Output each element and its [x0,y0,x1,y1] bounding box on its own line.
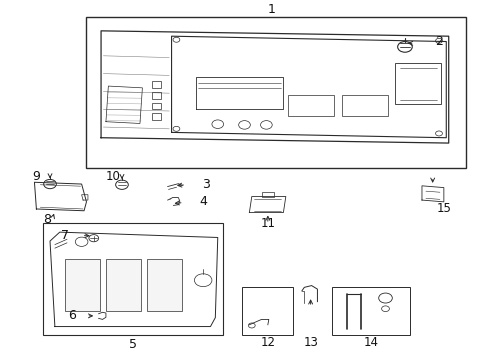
Text: 12: 12 [260,336,275,349]
Bar [152,113,161,120]
Bar [64,259,100,311]
Bar [261,192,273,197]
Text: 7: 7 [61,229,68,242]
Text: 10: 10 [105,170,121,183]
Text: 9: 9 [32,170,40,183]
Text: 6: 6 [68,309,76,322]
Text: 8: 8 [43,213,51,226]
Bar [341,95,387,116]
Text: 13: 13 [304,336,318,349]
Bar [242,287,292,336]
Text: 1: 1 [267,3,275,16]
Bar [106,259,141,311]
Text: 5: 5 [128,338,136,351]
Bar [394,63,441,104]
Text: 11: 11 [260,217,275,230]
Text: 3: 3 [201,177,209,190]
Text: 4: 4 [199,195,207,208]
Text: 15: 15 [435,202,450,216]
Text: 14: 14 [363,336,378,349]
Bar [42,223,222,336]
Bar [147,259,182,311]
Bar [152,92,161,99]
Bar [331,287,409,336]
Bar [287,95,334,116]
Bar [152,81,161,88]
Bar [86,17,465,168]
Bar [152,103,161,109]
Text: 2: 2 [434,35,442,48]
